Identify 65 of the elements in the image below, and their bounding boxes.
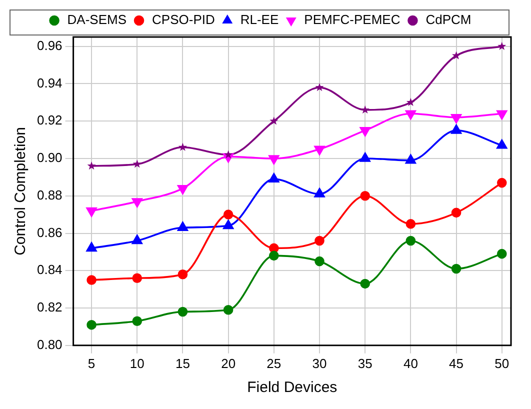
- point: [360, 152, 370, 162]
- y-tick-label: 0.90: [36, 150, 62, 166]
- point: [360, 190, 370, 201]
- y-tick-label: 0.88: [36, 187, 62, 202]
- y-tick-label: 0.92: [36, 112, 62, 128]
- point: [406, 219, 416, 229]
- legend-label: RL-EE: [240, 12, 279, 28]
- legend-label: CdPCM: [426, 12, 472, 28]
- y-tick-label: 0.82: [36, 300, 62, 315]
- x-tick-label: 45: [449, 356, 464, 371]
- point: [178, 269, 188, 280]
- legend-label: CPSO-PID: [152, 12, 215, 28]
- point: [178, 306, 188, 317]
- x-tick-label: 25: [266, 356, 282, 371]
- x-tick-label: 35: [358, 356, 372, 371]
- x-tick-label: 10: [130, 356, 144, 371]
- point: [496, 178, 507, 188]
- legend-label: PEMFC-PEMEC: [304, 12, 400, 28]
- y-tick-label: 0.80: [36, 336, 62, 352]
- y-axis-title: Control Completion: [12, 126, 30, 256]
- x-tick-label: 20: [221, 356, 236, 371]
- point: [360, 278, 370, 289]
- point: [132, 273, 142, 284]
- x-tick-label: 30: [312, 356, 327, 371]
- point: [223, 304, 234, 315]
- point: [223, 220, 234, 230]
- point: [86, 275, 96, 285]
- y-tick-label: 0.86: [36, 224, 62, 240]
- point: [269, 250, 279, 261]
- point: [268, 173, 280, 182]
- x-tick-label: 40: [403, 356, 418, 371]
- point: [86, 242, 97, 252]
- point: [178, 142, 188, 151]
- point: [87, 161, 96, 170]
- point: [132, 234, 142, 244]
- point: [451, 208, 462, 218]
- point: [314, 236, 324, 246]
- point: [498, 42, 506, 50]
- point: [406, 236, 416, 246]
- point: [496, 140, 508, 149]
- point: [177, 222, 188, 232]
- point: [314, 188, 325, 198]
- y-tick-label: 0.84: [36, 262, 62, 278]
- point: [452, 51, 461, 60]
- point: [223, 210, 234, 220]
- point: [270, 116, 278, 125]
- x-tick-label: 5: [88, 356, 96, 371]
- point: [132, 160, 142, 168]
- y-tick-label: 0.96: [36, 38, 62, 53]
- point: [451, 264, 462, 274]
- point: [315, 82, 324, 92]
- legend-label: DA-SEMS: [67, 12, 127, 28]
- x-tick-label: 15: [175, 356, 190, 371]
- point: [451, 124, 462, 134]
- point: [314, 256, 324, 266]
- point: [405, 154, 416, 164]
- point: [406, 98, 415, 106]
- y-tick-label: 0.94: [36, 75, 62, 90]
- point: [132, 316, 142, 326]
- point: [224, 150, 233, 158]
- point: [360, 105, 370, 114]
- x-tick-label: 50: [494, 356, 510, 371]
- point: [496, 248, 507, 259]
- x-axis-title: Field Devices: [247, 379, 338, 396]
- point: [86, 320, 96, 330]
